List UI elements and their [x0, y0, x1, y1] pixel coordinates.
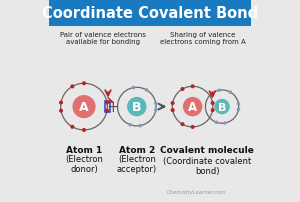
- Circle shape: [128, 123, 132, 127]
- Text: +: +: [106, 100, 119, 115]
- Text: Atom 1: Atom 1: [66, 145, 102, 154]
- Bar: [104, 102, 110, 113]
- Circle shape: [214, 99, 230, 115]
- Circle shape: [171, 102, 175, 106]
- Circle shape: [183, 97, 203, 117]
- Text: Coordinate Covalent Bond: Coordinate Covalent Bond: [42, 6, 258, 21]
- Circle shape: [105, 101, 109, 105]
- Circle shape: [105, 109, 109, 113]
- Circle shape: [190, 85, 195, 89]
- Text: A: A: [188, 101, 197, 114]
- Text: (Coordinate covalent
bond): (Coordinate covalent bond): [163, 156, 251, 175]
- Circle shape: [70, 125, 74, 129]
- Circle shape: [223, 122, 227, 125]
- Text: Atom 2: Atom 2: [119, 145, 155, 154]
- Circle shape: [237, 102, 240, 106]
- Circle shape: [190, 125, 195, 129]
- Circle shape: [82, 128, 86, 132]
- Circle shape: [181, 87, 184, 92]
- Circle shape: [218, 89, 221, 93]
- Circle shape: [59, 109, 63, 113]
- Text: Pair of valence electrons
available for bonding: Pair of valence electrons available for …: [60, 32, 146, 45]
- Text: B: B: [132, 101, 142, 114]
- Circle shape: [73, 96, 96, 119]
- Text: A: A: [79, 101, 89, 114]
- Circle shape: [138, 124, 142, 128]
- Circle shape: [237, 108, 240, 112]
- Circle shape: [171, 108, 175, 113]
- Circle shape: [154, 102, 158, 105]
- Text: B: B: [218, 102, 226, 112]
- Text: (Electron
donor): (Electron donor): [65, 154, 103, 173]
- Circle shape: [132, 86, 135, 90]
- Text: Sharing of valence
electrons coming from A: Sharing of valence electrons coming from…: [160, 32, 246, 45]
- Circle shape: [59, 101, 63, 105]
- Circle shape: [229, 91, 232, 95]
- Circle shape: [211, 102, 215, 106]
- Circle shape: [211, 108, 215, 113]
- Circle shape: [82, 82, 86, 86]
- Circle shape: [127, 97, 146, 117]
- Circle shape: [145, 89, 148, 92]
- Circle shape: [70, 85, 74, 89]
- Bar: [49, 0, 251, 27]
- Text: (Electron
acceptor): (Electron acceptor): [117, 154, 157, 173]
- Circle shape: [214, 121, 218, 124]
- Circle shape: [154, 109, 158, 112]
- Text: Covalent molecule: Covalent molecule: [160, 145, 254, 154]
- Text: ChemistryLearner.com: ChemistryLearner.com: [167, 189, 226, 194]
- Circle shape: [180, 123, 184, 127]
